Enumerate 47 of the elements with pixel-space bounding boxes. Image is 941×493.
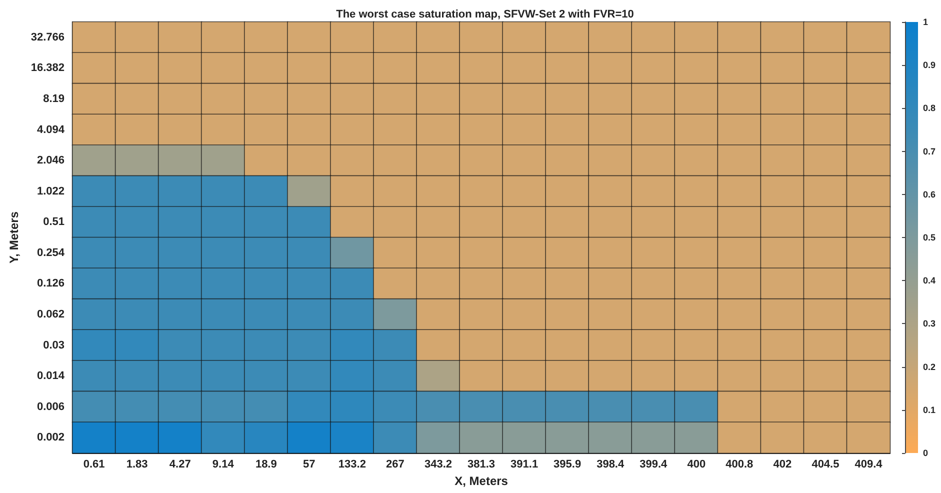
color-bar-label: 0.2 [923,362,936,372]
x-tick-label: 381.3 [468,458,496,470]
x-tick-label: 400 [687,458,706,470]
color-bar-label: 0 [923,448,928,458]
x-tick-label: 395.9 [554,458,582,470]
color-bar-label: 0.8 [923,103,936,114]
x-tick-label: 343.2 [424,458,452,470]
x-tick-label: 404.5 [812,458,840,470]
y-tick-label: 0.03 [43,339,65,352]
y-tick-label: 2.046 [37,154,65,167]
x-tick-label: 391.1 [510,458,538,470]
x-tick-label: 0.61 [83,458,105,470]
color-bar-label: 0.5 [923,232,936,242]
y-axis-title: Y, Meters [7,211,21,264]
y-tick-label: 0.014 [37,370,66,382]
x-tick-label: 9.14 [212,458,235,470]
x-axis-title: X, Meters [454,474,508,488]
x-tick-label: 133.2 [338,458,366,470]
y-tick-label: 8.19 [43,92,65,105]
x-tick-label: 409.4 [854,458,884,470]
color-bar-label: 0.7 [923,146,936,156]
y-tick-label: 4.094 [37,124,66,136]
y-tick-label: 16.382 [30,62,65,74]
color-bar-label: 0.3 [923,318,936,329]
x-tick-label: 400.8 [726,458,754,470]
x-tick-label: 4.27 [169,458,191,470]
y-tick-label: 0.254 [37,246,66,259]
y-tick-label: 32.766 [30,31,65,44]
color-bar-label: 0.6 [923,189,936,200]
color-bar-label: 0.9 [923,60,936,70]
x-tick-label: 267 [386,458,404,470]
x-tick-label: 402 [773,458,792,470]
color-bar-label: 0.1 [923,404,936,415]
x-tick-label: 57 [303,458,316,470]
x-tick-label: 18.9 [255,458,277,470]
y-tick-label: 0.126 [37,278,65,290]
y-tick-label: 0.006 [37,400,65,413]
x-tick-label: 1.83 [126,458,148,470]
y-tick-label: 1.022 [37,185,65,198]
x-tick-label: 398.4 [596,458,625,470]
y-tick-label: 0.002 [37,432,65,444]
chart-title: The worst case saturation map, SFVW-Set 2 with FVR=10 [336,8,634,20]
color-bar-label: 1 [923,17,928,27]
color-bar-label: 0.4 [923,276,936,286]
y-tick-label: 0.51 [43,216,65,228]
y-tick-label: 0.062 [37,308,65,320]
x-tick-label: 399.4 [640,458,668,470]
